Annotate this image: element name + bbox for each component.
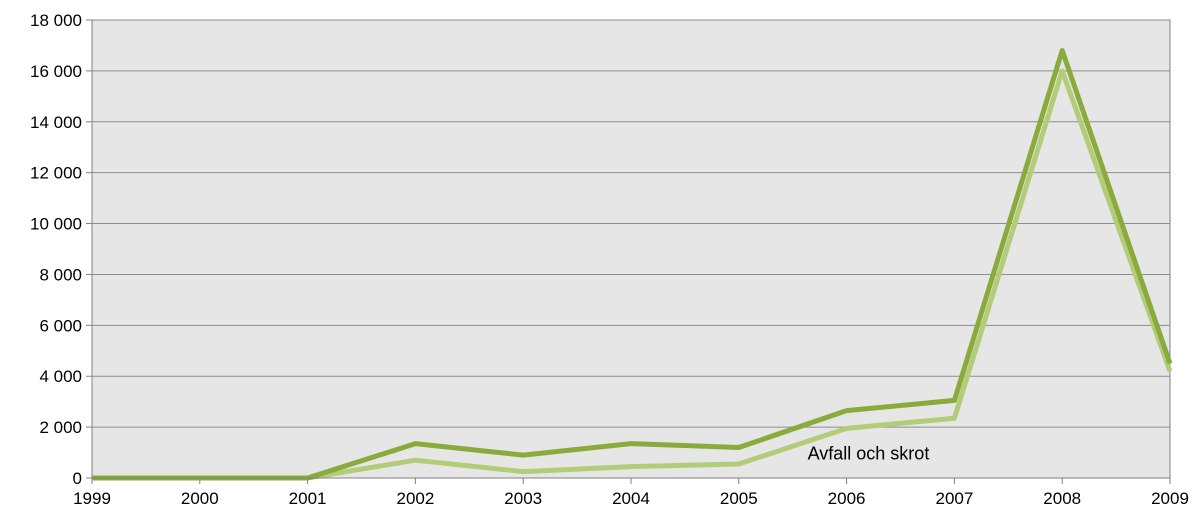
y-tick-label: 18 000 — [30, 11, 82, 30]
x-axis: 1999 2000 2001 2002 2003 2004 2005 2006 2007 2008… — [73, 478, 1189, 508]
x-tick-label: 1999 — [73, 489, 111, 508]
y-tick-label: 14 000 — [30, 113, 82, 132]
plot-area — [91, 19, 1171, 479]
y-tick-label: 12 000 — [30, 164, 82, 183]
annotations: Avfall och skrot — [808, 444, 930, 464]
y-tick-label: 2 000 — [39, 418, 82, 437]
x-tick-label: 2006 — [828, 489, 866, 508]
y-tick-label: 4 000 — [39, 367, 82, 386]
x-tick-label: 2001 — [289, 489, 327, 508]
y-tick-label: 6 000 — [39, 316, 82, 335]
x-tick-label: 2004 — [612, 489, 650, 508]
y-tick-label: 10 000 — [30, 215, 82, 234]
x-tick-label: 2002 — [396, 489, 434, 508]
y-tick-label: 0 — [73, 469, 82, 488]
x-tick-label: 2005 — [720, 489, 758, 508]
x-tick-label: 2007 — [935, 489, 973, 508]
y-axis: 0 2 000 4 000 6 000 8 000 10 000 12 000 14 000 1… — [30, 11, 92, 488]
x-tick-label: 2003 — [504, 489, 542, 508]
x-tick-label: 2008 — [1043, 489, 1081, 508]
y-tick-label: 8 000 — [39, 265, 82, 284]
y-tick-label: 16 000 — [30, 62, 82, 81]
annotation-label: Avfall och skrot — [808, 444, 930, 464]
gridlines — [92, 19, 1170, 428]
x-tick-label: 2000 — [181, 489, 219, 508]
x-tick-label: 2009 — [1151, 489, 1189, 508]
